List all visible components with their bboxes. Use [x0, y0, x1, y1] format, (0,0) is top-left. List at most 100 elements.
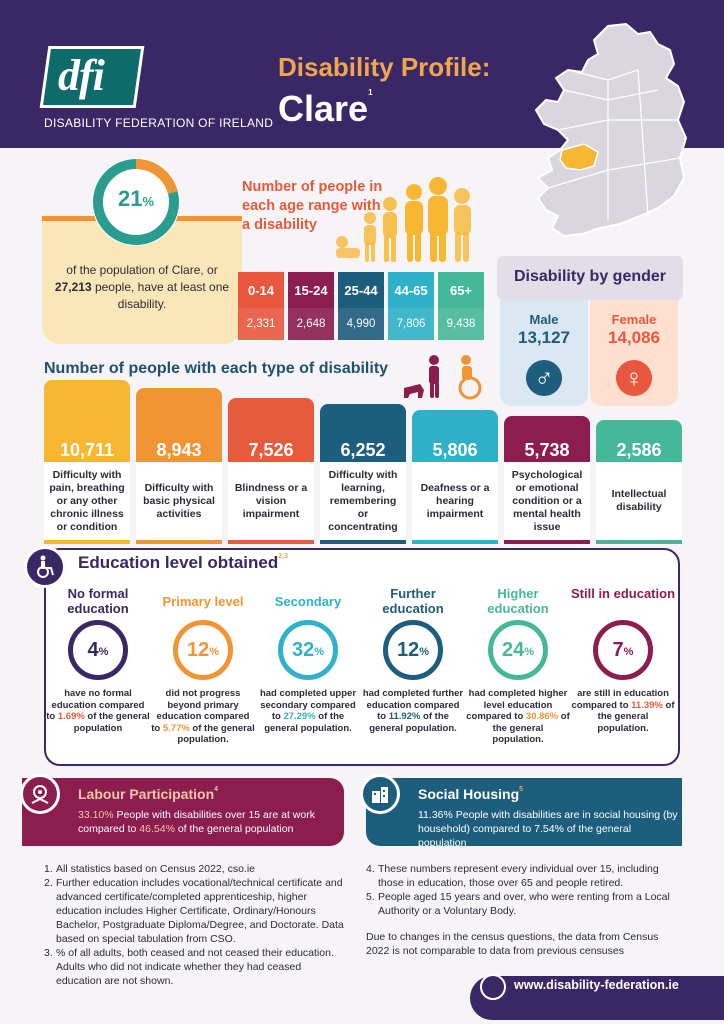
age-range-label: 65+ [438, 272, 484, 308]
summary-percent: 21% [117, 186, 155, 211]
disability-type-value: 2,586 [616, 440, 662, 460]
education-level-desc: had completed upper secondary compared t… [259, 688, 357, 734]
male-card: Male 13,127 ♂ [500, 300, 588, 406]
gender-title: Disability by gender [513, 268, 667, 285]
disability-type-bar [44, 380, 130, 462]
percent-donut [92, 158, 180, 246]
labour-panel [22, 778, 344, 846]
disability-type-value: 10,711 [59, 440, 115, 460]
age-range-value: 9,438 [438, 308, 484, 340]
housing-title: Social Housing5 [418, 786, 524, 802]
age-range-value: 2,331 [238, 308, 284, 340]
disability-type-underline [504, 540, 590, 544]
census-note: Due to changes in the census questions, … [366, 931, 659, 957]
education-level-percent: 4% [68, 620, 128, 680]
gender-title-bg [497, 256, 683, 300]
org-name: DISABILITY FEDERATION OF IRELAND [44, 116, 274, 130]
education-level-percent: 32% [278, 620, 338, 680]
footnote: 4. These numbers represent every individu… [366, 863, 659, 889]
footnote: 3.% of all adults, both ceased and not c… [44, 947, 334, 987]
education-level-percent: 7% [593, 620, 653, 680]
disability-type-bar [412, 410, 498, 462]
disability-type-underline [596, 540, 682, 544]
disability-type-bar [320, 404, 406, 462]
disability-type-bar [596, 420, 682, 462]
labour-text: 33.10% People with disabilities over 15 … [78, 809, 315, 835]
disability-type-label: Difficulty with pain, breathing or any o… [44, 462, 130, 540]
education-level-label: No formal education [67, 586, 129, 616]
disability-type-label: Psychological or emotional condition or … [504, 462, 590, 540]
disability-type-label: Blindness or a vision impairment [228, 462, 314, 540]
age-range-label: 25-44 [338, 272, 384, 308]
disability-type-underline [136, 540, 222, 544]
disability-type-underline [228, 540, 314, 544]
disability-type-label: Difficulty with learning, remembering or… [320, 462, 406, 540]
housing-text: 11.36% People with disabilities are in s… [418, 809, 678, 849]
age-range-label: 44-65 [388, 272, 434, 308]
globe-icon [480, 974, 506, 1000]
education-level-label: Still in education [571, 586, 676, 601]
labour-title: Labour Participation4 [78, 786, 219, 802]
age-range-value: 2,648 [288, 308, 334, 340]
female-count: 14,086 [608, 328, 660, 347]
age-people-icon [336, 177, 471, 262]
disability-type-value: 5,738 [524, 440, 570, 460]
age-range-label: 15-24 [288, 272, 334, 308]
footnotes-right: 4. These numbers represent every individu… [366, 862, 682, 958]
female-icon: ♀ [616, 360, 652, 396]
male-icon: ♂ [526, 360, 562, 396]
clare-highlight [559, 143, 599, 171]
disability-type-value: 7,526 [248, 440, 294, 460]
education-title: Education level obtained2,3 [78, 553, 288, 572]
education-level-label: Secondary [274, 594, 342, 609]
disability-type-underline [412, 540, 498, 544]
female-card: Female 14,086 ♀ [590, 300, 678, 406]
disability-type-underline [320, 540, 406, 544]
education-level-label: Higher education [487, 586, 549, 616]
male-count: 13,127 [518, 328, 570, 347]
disability-type-underline [44, 540, 130, 544]
disability-type-label: Deafness or a hearing impairment [412, 462, 498, 540]
footnote: 2. Further education includes vocational/… [44, 877, 344, 945]
age-grid: 0-14 15-24 25-44 44-65 65+ 2,331 2,648 4,990 7,8… [238, 272, 484, 340]
age-range-label: 0-14 [238, 272, 284, 308]
footnotes-left: 1. All statistics based on Census 2022, c… [44, 862, 344, 988]
education-level-desc: have no formal education compared to 1.6… [46, 688, 150, 734]
female-label: Female [611, 312, 657, 327]
disability-type-bar [228, 398, 314, 462]
percent-donut-arc [93, 159, 179, 245]
age-range-value: 7,806 [388, 308, 434, 340]
education-level-desc: had completed further education compared… [362, 688, 464, 734]
disability-type-label: Difficulty with basic physical activitie… [136, 462, 222, 540]
age-range-value: 4,990 [338, 308, 384, 340]
education-level-percent: 24% [488, 620, 548, 680]
disability-type-value: 8,943 [156, 440, 202, 460]
age-title: Number of people in each age range with … [242, 179, 383, 233]
education-level-desc: did not progress beyond primary educatio… [151, 688, 255, 745]
disability-type-bar [136, 388, 222, 462]
disability-type-label: Intellectual disability [596, 462, 682, 540]
housing-panel [366, 778, 682, 846]
type-title: Number of people with each type of disab… [44, 360, 389, 377]
footnote: 1. All statistics based on Census 2022, c… [44, 863, 256, 875]
footnote: 5. People aged 15 years and over, who wer… [366, 891, 670, 917]
logo-text: dfi [58, 51, 105, 100]
education-level-label: Further education [382, 586, 444, 616]
housing-icon [360, 774, 400, 814]
disability-type-bar [504, 416, 590, 462]
county-title: Clare1 [278, 88, 373, 129]
wheelchair-icon [24, 546, 66, 588]
labour-icon [20, 774, 60, 814]
footer-bar [470, 976, 724, 1020]
education-level-percent: 12% [383, 620, 443, 680]
education-level-desc: had completed higher level education com… [466, 688, 570, 745]
ireland-map [534, 22, 688, 238]
disability-type-value: 5,806 [432, 440, 478, 460]
disability-people-icon [404, 355, 482, 400]
page-title: Disability Profile: [278, 52, 491, 82]
male-label: Male [529, 312, 559, 327]
disability-type-value: 6,252 [340, 440, 386, 460]
education-level-percent: 12% [173, 620, 233, 680]
education-level-label: Primary level [162, 594, 244, 609]
website-link[interactable]: www.disability-federation.ie [514, 978, 679, 992]
